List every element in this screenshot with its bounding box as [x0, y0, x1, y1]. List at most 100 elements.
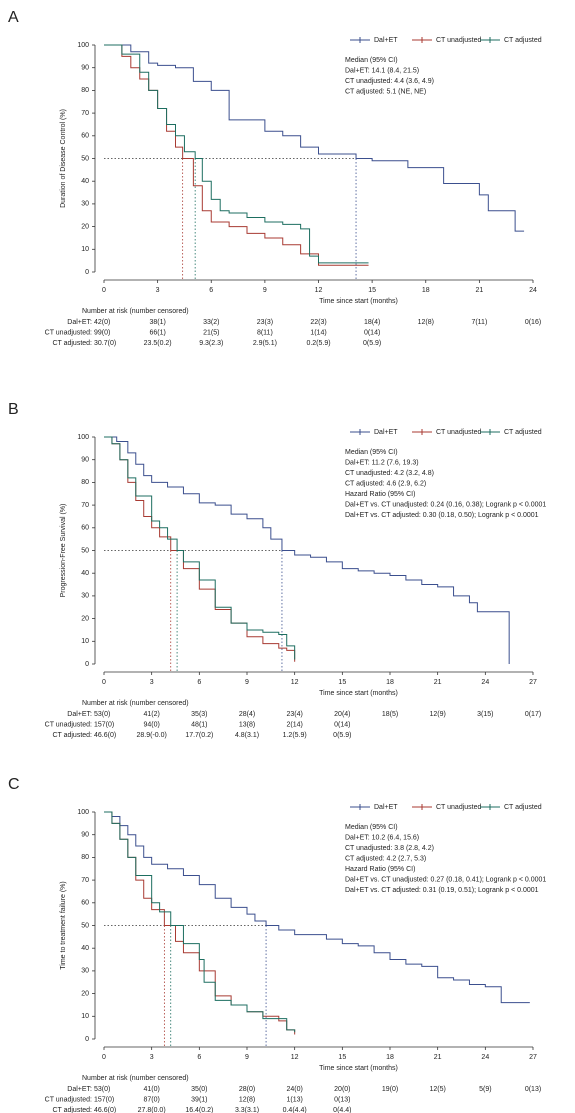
annotation: CT adjusted: 4.2 (2.7, 5.3): [345, 855, 426, 862]
risk-cell: 3.3(3.1): [235, 1107, 259, 1113]
risk-cell: 12(8): [418, 319, 434, 326]
y-tick-label: 90: [81, 457, 89, 464]
risk-cell: 39(1): [191, 1096, 207, 1103]
risk-cell: 28(0): [239, 1086, 255, 1093]
x-tick-label: 21: [434, 1054, 442, 1061]
risk-cell: 0.2(5.9): [306, 340, 330, 347]
y-tick-label: 80: [81, 854, 89, 861]
legend-label: CT unadjusted: [436, 804, 482, 811]
x-tick-label: 6: [197, 679, 201, 686]
risk-cell: 33(2): [203, 319, 219, 326]
risk-cell: 9.3(2.3): [199, 340, 223, 347]
risk-cell: 53(0): [94, 711, 110, 718]
x-tick-label: 6: [197, 1054, 201, 1061]
risk-cell: 20(4): [334, 711, 350, 718]
risk-row-label: Dal+ET:: [67, 711, 92, 718]
risk-cell: 28(4): [239, 711, 255, 718]
y-tick-label: 20: [81, 615, 89, 622]
risk-row-label: CT adjusted:: [52, 1107, 92, 1113]
y-tick-label: 50: [81, 922, 89, 929]
annotation: Dal+ET vs. CT unadjusted: 0.27 (0.18, 0.…: [345, 876, 546, 883]
risk-cell: 0(14): [364, 329, 380, 336]
y-tick-label: 100: [77, 434, 89, 441]
y-tick-label: 40: [81, 178, 89, 185]
y-tick-label: 0: [85, 269, 89, 276]
km-curve: [104, 436, 296, 660]
risk-cell: 18(5): [382, 711, 398, 718]
y-tick-label: 20: [81, 223, 89, 230]
legend-label: Dal+ET: [374, 37, 398, 44]
x-tick-label: 18: [386, 679, 394, 686]
y-tick-label: 80: [81, 479, 89, 486]
risk-cell: 46.6(0): [94, 732, 116, 739]
y-tick-label: 30: [81, 593, 89, 600]
risk-cell: 23(4): [286, 711, 302, 718]
risk-cell: 4.8(3.1): [235, 732, 259, 739]
risk-cell: 3(15): [477, 711, 493, 718]
y-tick-label: 0: [85, 661, 89, 668]
risk-cell: 53(0): [94, 1086, 110, 1093]
risk-cell: 28.9(-0.0): [136, 732, 166, 739]
x-tick-label: 3: [156, 287, 160, 294]
y-tick-label: 80: [81, 87, 89, 94]
annotation: Hazard Ratio (95% CI): [345, 491, 415, 498]
risk-cell: 7(11): [471, 319, 487, 326]
y-tick-label: 60: [81, 900, 89, 907]
risk-row-label: CT unadjusted:: [45, 721, 92, 728]
x-tick-label: 21: [434, 679, 442, 686]
risk-cell: 8(11): [257, 329, 273, 336]
risk-cell: 19(0): [382, 1086, 398, 1093]
risk-cell: 0(13): [525, 1086, 541, 1093]
risk-cell: 12(5): [429, 1086, 445, 1093]
x-tick-label: 15: [338, 1054, 346, 1061]
x-tick-label: 6: [209, 287, 213, 294]
annotation: Dal+ET: 10.2 (6.4, 15.6): [345, 834, 419, 841]
risk-cell: 21(5): [203, 329, 219, 336]
y-tick-label: 70: [81, 110, 89, 117]
risk-table-title: Number at risk (number censored): [82, 1075, 189, 1082]
panel: A 0 10 20 30 40 50 60 70 80 90 100 0 3 6 9 12 15 18 21 24 Tim…: [8, 9, 542, 347]
annotation: Hazard Ratio (95% CI): [345, 866, 415, 873]
y-tick-label: 20: [81, 990, 89, 997]
y-tick-label: 10: [81, 1013, 89, 1020]
legend-label: Dal+ET: [374, 804, 398, 811]
km-curve: [104, 436, 510, 664]
y-axis-title: Progression-Free Survival (%): [60, 504, 67, 598]
y-tick-label: 90: [81, 65, 89, 72]
risk-cell: 22(3): [310, 319, 326, 326]
y-tick-label: 50: [81, 547, 89, 554]
risk-cell: 157(0): [94, 721, 114, 728]
x-tick-label: 3: [150, 1054, 154, 1061]
annotation: CT unadjusted: 4.4 (3.6, 4.9): [345, 78, 434, 85]
risk-cell: 38(1): [149, 319, 165, 326]
legend-label: CT adjusted: [504, 804, 542, 811]
x-tick-label: 24: [529, 287, 537, 294]
km-curve: [104, 44, 369, 266]
risk-cell: 48(1): [191, 721, 207, 728]
risk-cell: 94(0): [143, 721, 159, 728]
x-tick-label: 3: [150, 679, 154, 686]
risk-row-label: Dal+ET:: [67, 319, 92, 326]
y-tick-label: 70: [81, 877, 89, 884]
x-tick-label: 15: [368, 287, 376, 294]
risk-cell: 0(16): [525, 319, 541, 326]
y-tick-label: 100: [77, 809, 89, 816]
legend-label: CT adjusted: [504, 37, 542, 44]
x-axis-title: Time since start (months): [319, 1065, 398, 1072]
annotation: Median (95% CI): [345, 449, 398, 456]
risk-cell: 99(0): [94, 329, 110, 336]
panel: B 0 10 20 30 40 50 60 70 80 90 100 0 3 6 9 12 15 18 21 24 27 T…: [8, 401, 546, 739]
km-curve: [104, 44, 369, 264]
x-tick-label: 0: [102, 679, 106, 686]
risk-cell: 0(4.4): [333, 1107, 351, 1113]
risk-cell: 17.7(0.2): [185, 732, 213, 739]
risk-cell: 87(0): [143, 1096, 159, 1103]
risk-cell: 0.4(4.4): [283, 1107, 307, 1113]
y-tick-label: 30: [81, 968, 89, 975]
risk-cell: 35(3): [191, 711, 207, 718]
risk-cell: 0(14): [334, 721, 350, 728]
risk-cell: 41(0): [143, 1086, 159, 1093]
x-tick-label: 9: [245, 679, 249, 686]
km-curve: [104, 811, 530, 1004]
annotation: Median (95% CI): [345, 57, 398, 64]
